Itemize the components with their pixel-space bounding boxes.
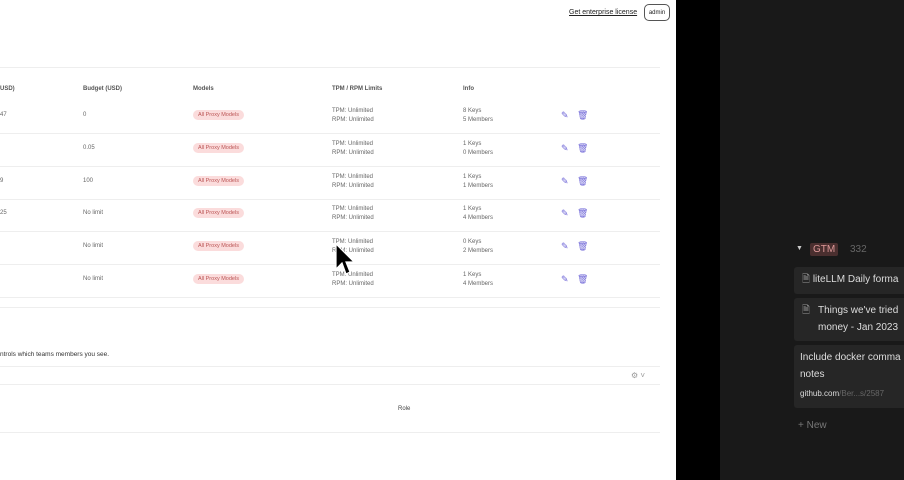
edit-icon[interactable]: ✎ bbox=[561, 142, 569, 153]
column-header-models: Models bbox=[193, 86, 214, 92]
edit-icon[interactable]: ✎ bbox=[561, 274, 569, 284]
models-tag: All Proxy Models bbox=[193, 208, 244, 219]
row-divider bbox=[0, 231, 660, 233]
rpm-cell: RPM: Unlimited bbox=[332, 149, 374, 156]
group-tag[interactable]: GTM bbox=[810, 243, 839, 256]
models-tag: All Proxy Models bbox=[193, 175, 244, 186]
link-path: /Ber...s/2587 bbox=[839, 389, 885, 398]
note-link[interactable]: github.com/Ber...s/2587 bbox=[800, 385, 904, 402]
members-cell: 4 Members bbox=[463, 281, 494, 287]
keys-cell: 1 Keys bbox=[463, 206, 482, 213]
note-title-line2: money - Jan 2023 bbox=[818, 322, 899, 333]
tpm-cell: TPM: Unlimited bbox=[332, 140, 374, 147]
row-divider bbox=[0, 133, 660, 134]
delete-icon[interactable]: 🗑 bbox=[577, 110, 589, 120]
new-label: New bbox=[806, 420, 827, 431]
notes-sidebar: ▼ GTM 332 🗎 liteLLM Daily forma 🗎 Things… bbox=[720, 0, 904, 480]
collapse-triangle-icon[interactable]: ▼ bbox=[796, 245, 803, 252]
budget-cell: 0 bbox=[83, 112, 87, 118]
new-note-button[interactable]: + New bbox=[798, 420, 827, 431]
keys-cell: 8 Keys bbox=[463, 108, 482, 114]
keys-cell: 1 Keys bbox=[463, 272, 482, 278]
note-card[interactable]: 🗎 Things we've tried money - Jan 2023 bbox=[794, 298, 904, 341]
members-cell: 2 Members bbox=[463, 248, 494, 255]
members-note: ntrols which teams members you see. bbox=[0, 351, 110, 358]
link-host: github.com bbox=[800, 389, 840, 398]
divider bbox=[0, 307, 660, 308]
edit-icon[interactable]: ✎ bbox=[561, 208, 569, 219]
settings-gear-icon[interactable]: ⚙ ˅ bbox=[631, 371, 646, 380]
tpm-cell: TPM: Unlimited bbox=[332, 108, 374, 114]
keys-cell: 1 Keys bbox=[463, 173, 482, 180]
document-icon: 🗎 bbox=[802, 274, 813, 285]
budget-cell: No limit bbox=[83, 276, 104, 282]
rpm-cell: RPM: Unlimited bbox=[332, 117, 374, 123]
budget-cell: No limit bbox=[83, 243, 104, 250]
note-title: Things we've tried bbox=[818, 305, 899, 316]
admin-ui-panel: Get enterprise license admin USD) Budget… bbox=[0, 0, 676, 480]
spend-cell: 9 bbox=[0, 177, 4, 184]
divider bbox=[0, 67, 660, 68]
rpm-cell: RPM: Unlimited bbox=[332, 281, 374, 287]
tpm-cell: TPM: Unlimited bbox=[332, 206, 374, 213]
budget-cell: 0.05 bbox=[83, 144, 95, 151]
column-header-limits: TPM / RPM Limits bbox=[332, 86, 383, 92]
enterprise-license-link[interactable]: Get enterprise license bbox=[569, 9, 638, 16]
keys-cell: 1 Keys bbox=[463, 140, 482, 147]
divider bbox=[0, 432, 660, 433]
column-header-role: Role bbox=[398, 406, 411, 412]
rpm-cell: RPM: Unlimited bbox=[332, 215, 374, 222]
delete-icon[interactable]: 🗑 bbox=[577, 274, 589, 284]
column-header-budget: Budget (USD) bbox=[83, 86, 122, 92]
row-divider bbox=[0, 165, 660, 167]
note-title: liteLLM Daily forma bbox=[812, 274, 899, 285]
members-cell: 0 Members bbox=[463, 149, 494, 156]
edit-icon[interactable]: ✎ bbox=[561, 110, 569, 120]
plus-icon: + bbox=[798, 420, 807, 431]
window-gap bbox=[676, 0, 720, 480]
delete-icon[interactable]: 🗑 bbox=[577, 208, 589, 219]
mouse-cursor-icon bbox=[335, 243, 356, 275]
column-header-info: Info bbox=[463, 86, 474, 92]
models-tag: All Proxy Models bbox=[193, 110, 244, 120]
note-card[interactable]: 🗎 liteLLM Daily forma bbox=[794, 267, 904, 294]
row-divider bbox=[0, 264, 660, 266]
models-tag: All Proxy Models bbox=[193, 142, 244, 153]
group-count: 332 bbox=[850, 244, 867, 255]
rpm-cell: RPM: Unlimited bbox=[332, 248, 374, 255]
keys-cell: 0 Keys bbox=[463, 239, 482, 246]
row-divider bbox=[0, 297, 660, 298]
edit-icon[interactable]: ✎ bbox=[561, 241, 569, 252]
members-cell: 1 Members bbox=[463, 182, 494, 189]
budget-cell: 100 bbox=[83, 177, 94, 184]
column-header-spend: USD) bbox=[0, 86, 15, 92]
divider bbox=[0, 384, 660, 385]
delete-icon[interactable]: 🗑 bbox=[577, 142, 589, 153]
edit-icon[interactable]: ✎ bbox=[561, 175, 569, 186]
budget-cell: No limit bbox=[83, 210, 104, 217]
note-title-line2: notes bbox=[800, 369, 825, 380]
document-icon: 🗎 bbox=[802, 305, 811, 316]
models-tag: All Proxy Models bbox=[193, 274, 244, 284]
tpm-cell: TPM: Unlimited bbox=[332, 272, 374, 278]
spend-cell: 47 bbox=[0, 112, 7, 118]
row-divider bbox=[0, 198, 660, 200]
models-tag: All Proxy Models bbox=[193, 241, 244, 252]
spend-cell: 25 bbox=[0, 210, 7, 217]
divider bbox=[0, 366, 660, 367]
note-card[interactable]: Include docker comma notes github.com/Be… bbox=[794, 345, 904, 408]
note-title: Include docker comma bbox=[800, 352, 901, 363]
delete-icon[interactable]: 🗑 bbox=[577, 241, 589, 252]
tpm-cell: TPM: Unlimited bbox=[332, 173, 374, 180]
members-cell: 4 Members bbox=[463, 215, 494, 222]
tpm-cell: TPM: Unlimited bbox=[332, 239, 374, 246]
members-cell: 5 Members bbox=[463, 117, 494, 123]
user-menu-button[interactable]: admin bbox=[644, 4, 670, 21]
delete-icon[interactable]: 🗑 bbox=[577, 175, 589, 186]
rpm-cell: RPM: Unlimited bbox=[332, 182, 374, 189]
